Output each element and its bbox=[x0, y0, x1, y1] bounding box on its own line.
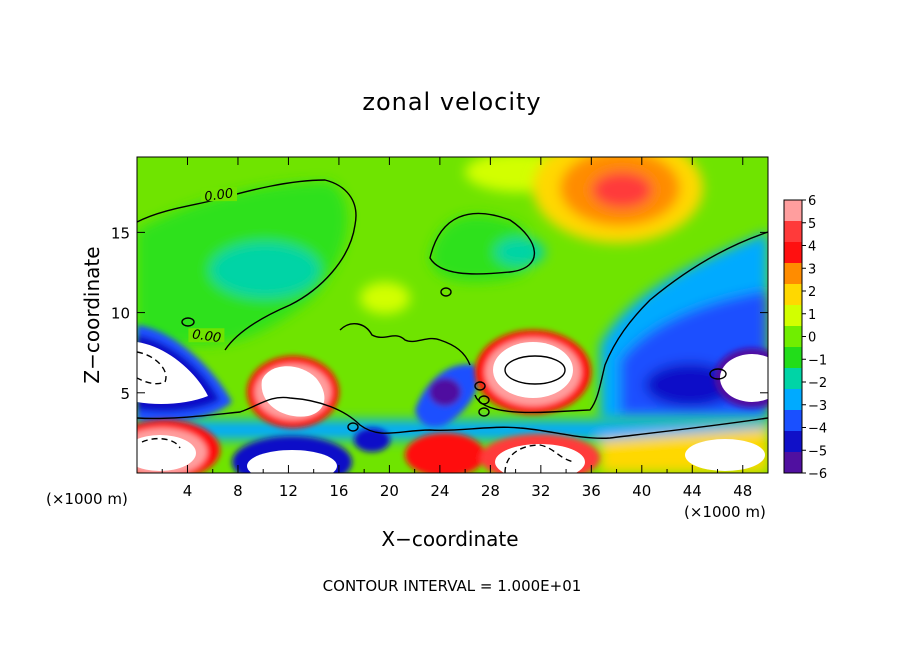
contour-label: 0.00 bbox=[191, 327, 222, 346]
bottom-left-saturated-positive bbox=[137, 435, 196, 471]
x-tick-label: 32 bbox=[531, 482, 550, 500]
small-contour-4 bbox=[478, 407, 490, 417]
bottom-saturated-positive-31 bbox=[495, 444, 585, 473]
colorbar-tick-label: 1 bbox=[808, 308, 816, 323]
contour-label: 0.00 bbox=[203, 186, 234, 205]
small-contour-1 bbox=[440, 287, 452, 297]
inner-contour-center bbox=[504, 355, 566, 385]
colorbar-swatch bbox=[784, 221, 802, 243]
colorbar-swatch bbox=[784, 452, 802, 474]
colorbar-tick-label: 2 bbox=[808, 285, 816, 300]
plot-frame bbox=[136, 156, 769, 474]
colorbar-swatch bbox=[784, 263, 802, 285]
x-tick-label: 40 bbox=[632, 482, 651, 500]
colorbar-swatch bbox=[784, 410, 802, 432]
x-tick-label: 4 bbox=[183, 482, 193, 500]
center-saturated-positive bbox=[493, 342, 573, 398]
chart-title: zonal velocity bbox=[362, 88, 542, 116]
small-contour-7 bbox=[347, 422, 359, 432]
left-saturated-negative bbox=[137, 342, 208, 404]
bottom-neg-fringe-19 bbox=[354, 428, 390, 452]
colorbar-swatch bbox=[784, 368, 802, 390]
colorbar-tick-label: −4 bbox=[808, 422, 827, 437]
zero-contour-blob bbox=[429, 212, 536, 275]
colorbar-swatch bbox=[784, 389, 802, 411]
colorbar-tick-label: 0 bbox=[808, 331, 816, 346]
colorbar-tick-label: −1 bbox=[808, 353, 827, 368]
y-tick-label: 5 bbox=[120, 385, 130, 403]
bottom-saturated-negative-46 bbox=[685, 439, 765, 471]
positive-max-red bbox=[592, 172, 652, 208]
right-darkblue bbox=[645, 363, 735, 407]
colorbar-tick-label: 4 bbox=[808, 240, 816, 255]
cyan-patch-left bbox=[210, 242, 320, 298]
velocity-field bbox=[137, 157, 768, 473]
bottom-saturated-negative-12 bbox=[247, 450, 337, 473]
cyan-patch-right bbox=[495, 238, 545, 266]
dashed-contour-bottom bbox=[504, 444, 576, 473]
x-tick-label: 24 bbox=[430, 482, 449, 500]
colorbar-swatch bbox=[784, 305, 802, 327]
zero-contour-lower-band bbox=[137, 396, 768, 439]
mid-left-saturated-positive bbox=[261, 366, 325, 417]
colorbar bbox=[783, 199, 806, 474]
y-tick-label: 15 bbox=[111, 224, 130, 242]
colorbar-swatch bbox=[784, 326, 802, 348]
colorbar-swatch bbox=[784, 200, 802, 222]
y-tick-label: 10 bbox=[111, 305, 130, 323]
contour-labels: 0.00 0.00 bbox=[188, 186, 238, 346]
colorbar-tick-label: −2 bbox=[808, 376, 827, 391]
zero-contour-right bbox=[474, 231, 768, 414]
colorbar-tick-label: 3 bbox=[808, 262, 816, 277]
x-unit-label-right: (×1000 m) bbox=[684, 503, 766, 521]
x-unit-label-left: (×1000 m) bbox=[46, 490, 128, 508]
right-saturated-negative bbox=[720, 354, 768, 402]
upper-right-green bbox=[430, 215, 536, 282]
small-contour-6 bbox=[181, 317, 195, 327]
zero-contour-wiggle-mid bbox=[339, 323, 471, 366]
colorbar-swatch bbox=[784, 347, 802, 369]
x-tick-label: 20 bbox=[380, 482, 399, 500]
colorbar-tick-label: −3 bbox=[808, 399, 827, 414]
contour-label-bg bbox=[188, 328, 225, 343]
central-negative-core bbox=[429, 378, 461, 406]
dashed-contour-left bbox=[137, 351, 167, 385]
yellow-patch-mid bbox=[360, 282, 410, 314]
x-tick-label: 12 bbox=[279, 482, 298, 500]
x-axis: 4 8 12 16 20 24 28 32 36 40 44 48 bbox=[161, 157, 752, 500]
contour-label-bg bbox=[201, 187, 238, 202]
colorbar-tick-label: 6 bbox=[808, 194, 816, 209]
contour-interval-note: CONTOUR INTERVAL = 1.000E+01 bbox=[322, 577, 582, 595]
x-tick-label: 48 bbox=[733, 482, 752, 500]
x-tick-label: 28 bbox=[481, 482, 500, 500]
dashed-contour-left-bottom bbox=[141, 437, 181, 449]
colorbar-tick-label: −6 bbox=[808, 467, 827, 482]
zero-contour-upper bbox=[137, 179, 357, 351]
colorbar-swatch bbox=[784, 284, 802, 306]
colorbar-tick-label: −5 bbox=[808, 444, 827, 459]
bottom-pos-fringe-24 bbox=[405, 433, 485, 473]
colorbar-labels: 6 5 4 3 2 1 0 −1 −2 −3 −4 −5 −6 bbox=[808, 194, 827, 482]
colorbar-tick-label: 5 bbox=[808, 217, 816, 232]
y-axis: 5 10 15 bbox=[111, 224, 768, 403]
x-tick-label: 36 bbox=[582, 482, 601, 500]
colorbar-swatch bbox=[784, 431, 802, 453]
small-contour-2 bbox=[474, 381, 486, 391]
y-axis-title: Z−coordinate bbox=[80, 246, 104, 384]
x-tick-label: 44 bbox=[683, 482, 702, 500]
contour-lines bbox=[137, 179, 768, 473]
x-axis-title: X−coordinate bbox=[381, 527, 519, 551]
x-tick-label: 8 bbox=[233, 482, 243, 500]
colorbar-swatch bbox=[784, 242, 802, 264]
x-tick-label: 16 bbox=[329, 482, 348, 500]
small-contour-3 bbox=[478, 395, 490, 405]
small-contour-5 bbox=[709, 368, 727, 380]
